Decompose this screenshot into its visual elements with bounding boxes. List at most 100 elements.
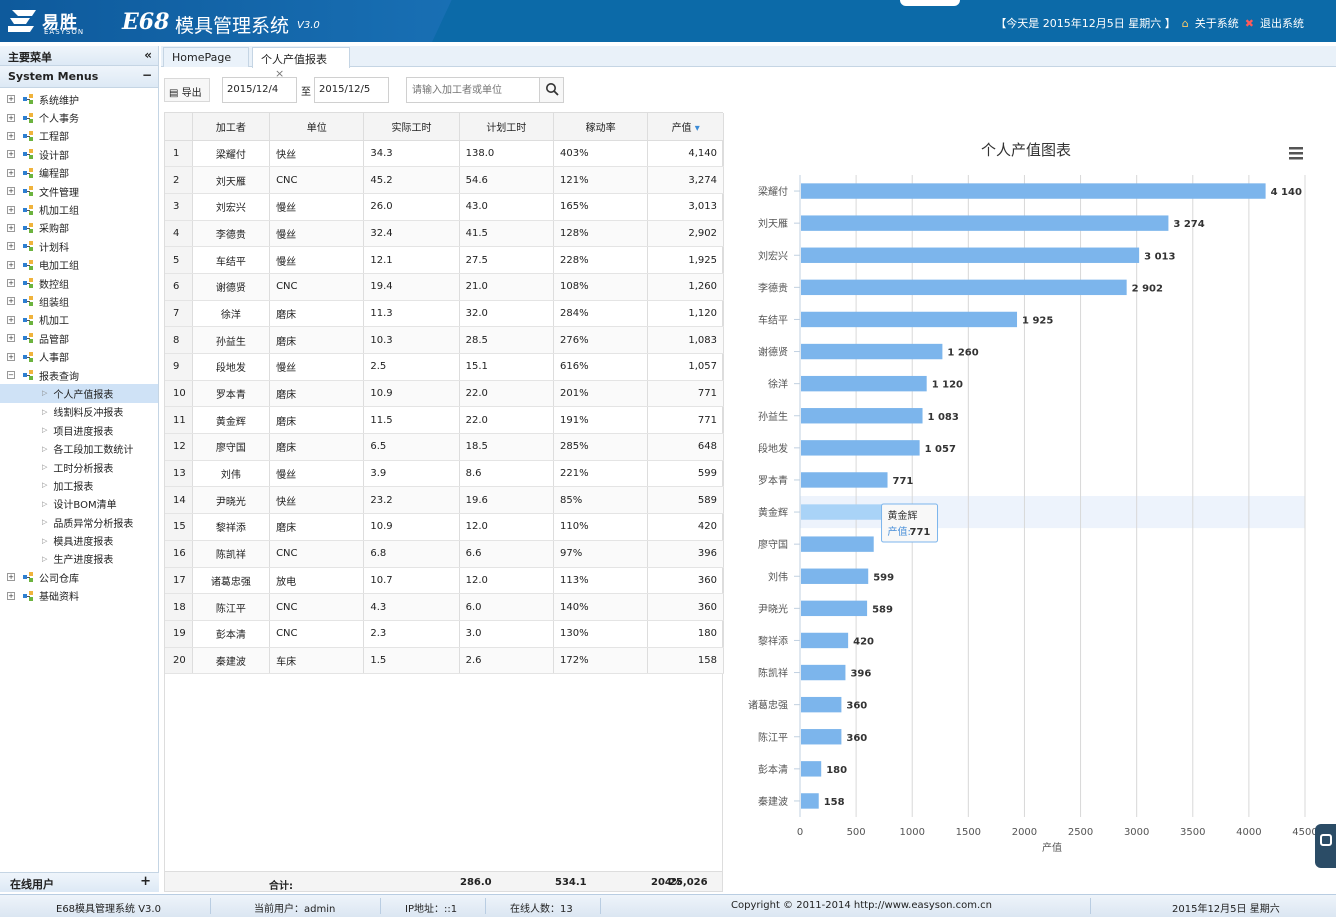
- sidebar-subitem[interactable]: ▷ 生产进度报表: [0, 550, 158, 568]
- expand-node-icon[interactable]: +: [7, 223, 15, 232]
- expand-online-button[interactable]: +: [140, 874, 151, 889]
- sidebar-subitem[interactable]: ▷ 品质异常分析报表: [0, 513, 158, 531]
- tab-homepage[interactable]: HomePage: [163, 47, 249, 67]
- table-row[interactable]: 16 陈凯祥 CNC 6.8 6.6 97% 396: [165, 540, 724, 568]
- collapse-node-icon[interactable]: −: [7, 371, 15, 380]
- table-row[interactable]: 2 刘天雁 CNC 45.2 54.6 121% 3,274: [165, 166, 724, 194]
- expand-node-icon[interactable]: +: [7, 315, 15, 324]
- expand-node-icon[interactable]: +: [7, 168, 15, 177]
- sidebar-item[interactable]: + 品管部: [0, 329, 158, 347]
- sidebar-item[interactable]: + 系统维护: [0, 90, 158, 108]
- sidebar-item-label: 机加工组: [39, 206, 79, 218]
- sidebar-subitem[interactable]: ▷ 加工报表: [0, 476, 158, 494]
- org-node-icon: [23, 204, 36, 215]
- expand-node-icon[interactable]: +: [7, 591, 15, 600]
- logout-link[interactable]: 退出系统: [1260, 17, 1304, 30]
- sidebar-subitem[interactable]: ▷ 模具进度报表: [0, 531, 158, 549]
- table-row[interactable]: 14 尹晓光 快丝 23.2 19.6 85% 589: [165, 486, 724, 515]
- table-row[interactable]: 3 刘宏兴 慢丝 26.0 43.0 165% 3,013: [165, 193, 724, 221]
- row-number: 19: [165, 620, 193, 648]
- collapse-section-button[interactable]: −: [141, 68, 152, 82]
- sidebar-item[interactable]: + 电加工组: [0, 256, 158, 274]
- search-button[interactable]: [539, 78, 563, 102]
- sidebar-item[interactable]: + 机加工组: [0, 200, 158, 218]
- table-row[interactable]: 4 李德贵 慢丝 32.4 41.5 128% 2,902: [165, 220, 724, 248]
- table-row[interactable]: 20 秦建波 车床 1.5 2.6 172% 158: [165, 647, 724, 675]
- sidebar-item[interactable]: − 报表查询: [0, 366, 158, 384]
- table-row[interactable]: 9 段地发 慢丝 2.5 15.1 616% 1,057: [165, 353, 724, 381]
- expand-node-icon[interactable]: +: [7, 113, 15, 122]
- column-header[interactable]: 稼动率: [553, 113, 649, 141]
- expand-node-icon[interactable]: +: [7, 131, 15, 140]
- sidebar-subitem[interactable]: ▷ 线割料反冲报表: [0, 403, 158, 421]
- sidebar-item[interactable]: + 数控组: [0, 274, 158, 292]
- sidebar-item[interactable]: + 采购部: [0, 219, 158, 237]
- date-from-field[interactable]: 2015/12/4: [222, 77, 297, 103]
- tab-personal-output[interactable]: 个人产值报表 ×: [252, 47, 350, 80]
- sidebar-subitem[interactable]: ▷ 各工段加工数统计: [0, 439, 158, 457]
- export-button[interactable]: ▤ 导出: [164, 78, 210, 102]
- expand-node-icon[interactable]: +: [7, 334, 15, 343]
- column-header[interactable]: 计划工时: [459, 113, 555, 141]
- table-row[interactable]: 15 黎祥添 磨床 10.9 12.0 110% 420: [165, 513, 724, 541]
- expand-node-icon[interactable]: +: [7, 95, 15, 104]
- table-row[interactable]: 10 罗本青 磨床 10.9 22.0 201% 771: [165, 380, 724, 408]
- collapse-sidebar-button[interactable]: «: [144, 48, 152, 62]
- system-menus-header[interactable]: System Menus −: [0, 66, 158, 88]
- sidebar-item[interactable]: + 基础资料: [0, 587, 158, 605]
- expand-node-icon[interactable]: +: [7, 242, 15, 251]
- sidebar-item[interactable]: + 机加工: [0, 311, 158, 329]
- sidebar-subitem[interactable]: ▷ 个人产值报表: [0, 384, 158, 403]
- table-row[interactable]: 5 车结平 慢丝 12.1 27.5 228% 1,925: [165, 246, 724, 274]
- table-row[interactable]: 13 刘伟 慢丝 3.9 8.6 221% 599: [165, 460, 724, 488]
- table-row[interactable]: 6 谢德贤 CNC 19.4 21.0 108% 1,260: [165, 273, 724, 301]
- bar-value-label: 771: [893, 476, 914, 487]
- table-cell: 15.1: [459, 353, 555, 381]
- table-row[interactable]: 17 诸葛忠强 放电 10.7 12.0 113% 360: [165, 567, 724, 595]
- app-header: 易胜 EASYSON E68 模具管理系统 V3.0 【今天是 2015年12月…: [0, 0, 1336, 42]
- column-header[interactable]: 实际工时: [363, 113, 460, 141]
- sidebar-item[interactable]: + 个人事务: [0, 108, 158, 126]
- close-tab-icon[interactable]: ×: [275, 67, 285, 80]
- sidebar-subitem[interactable]: ▷ 项目进度报表: [0, 421, 158, 439]
- sidebar-item[interactable]: + 组装组: [0, 292, 158, 310]
- sidebar-item[interactable]: + 文件管理: [0, 182, 158, 200]
- expand-node-icon[interactable]: +: [7, 352, 15, 361]
- expand-node-icon[interactable]: +: [7, 297, 15, 306]
- table-row[interactable]: 7 徐洋 磨床 11.3 32.0 284% 1,120: [165, 300, 724, 328]
- expand-node-icon[interactable]: +: [7, 260, 15, 269]
- sidebar-item[interactable]: + 公司仓库: [0, 568, 158, 586]
- about-link[interactable]: 关于系统: [1194, 17, 1239, 30]
- table-cell: CNC: [269, 166, 365, 194]
- sidebar-item[interactable]: + 人事部: [0, 347, 158, 365]
- sidebar-subitem[interactable]: ▷ 工时分析报表: [0, 458, 158, 476]
- y-tick-label: 梁耀付: [758, 185, 788, 198]
- expand-node-icon[interactable]: +: [7, 205, 15, 214]
- sidebar-subitem[interactable]: ▷ 设计BOM清单: [0, 495, 158, 513]
- sidebar-item[interactable]: + 工程部: [0, 127, 158, 145]
- table-row[interactable]: 8 孙益生 磨床 10.3 28.5 276% 1,083: [165, 326, 724, 354]
- column-header[interactable]: 单位: [269, 113, 365, 141]
- menu-icon[interactable]: [1289, 147, 1303, 160]
- online-users-panel[interactable]: 在线用户 +: [0, 872, 159, 892]
- expand-node-icon[interactable]: +: [7, 187, 15, 196]
- table-row[interactable]: 19 彭本清 CNC 2.3 3.0 130% 180: [165, 620, 724, 648]
- table-row[interactable]: 18 陈江平 CNC 4.3 6.0 140% 360: [165, 593, 724, 621]
- table-row[interactable]: 1 梁耀付 快丝 34.3 138.0 403% 4,140: [165, 140, 724, 168]
- table-row[interactable]: 11 黄金辉 磨床 11.5 22.0 191% 771: [165, 406, 724, 435]
- column-header[interactable]: 加工者: [192, 113, 271, 141]
- date-to-field[interactable]: 2015/12/5: [314, 77, 389, 103]
- version: V3.0: [297, 20, 320, 31]
- sidebar-item[interactable]: + 编程部: [0, 164, 158, 182]
- expand-node-icon[interactable]: +: [7, 279, 15, 288]
- top-handle[interactable]: [900, 0, 960, 6]
- side-float-tab[interactable]: [1315, 824, 1336, 868]
- table-row[interactable]: 12 廖守国 磨床 6.5 18.5 285% 648: [165, 433, 724, 461]
- expand-node-icon[interactable]: +: [7, 150, 15, 159]
- column-header-sorted[interactable]: 产值 ▾: [647, 113, 724, 141]
- expand-node-icon[interactable]: +: [7, 573, 15, 582]
- search-input[interactable]: [407, 78, 541, 102]
- sidebar-item[interactable]: + 计划科: [0, 237, 158, 255]
- table-cell: 648: [647, 433, 724, 461]
- sidebar-item[interactable]: + 设计部: [0, 145, 158, 163]
